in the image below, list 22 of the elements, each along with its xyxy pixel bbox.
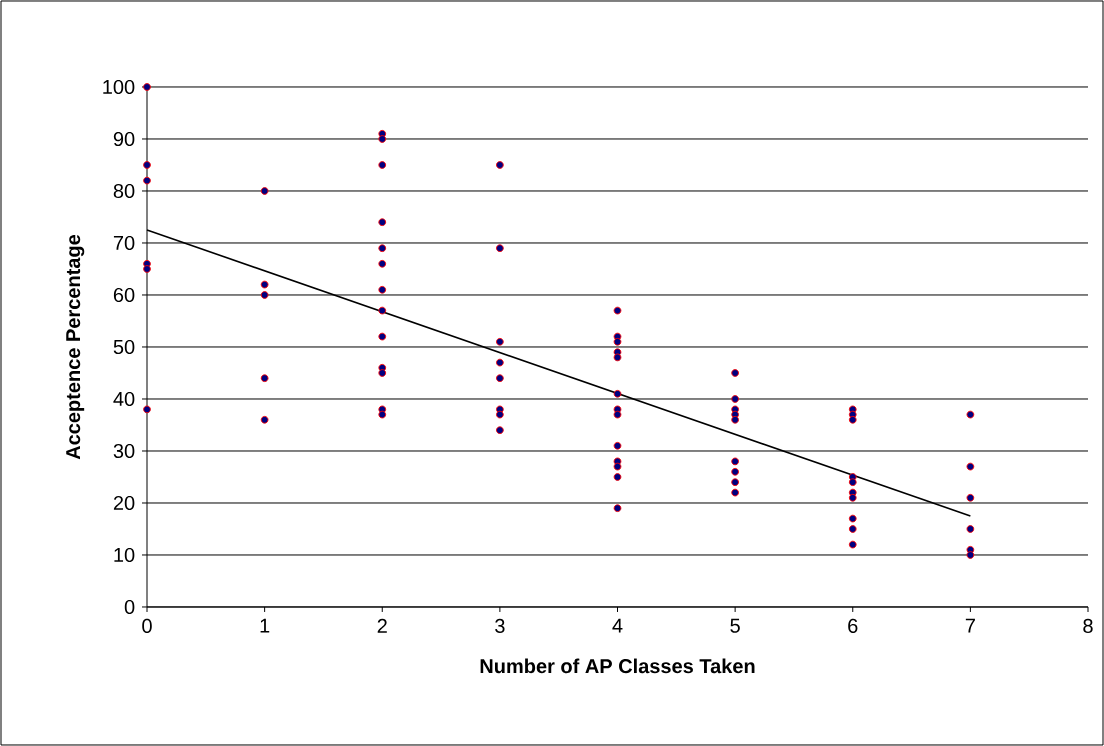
y-tick-label: 80 [113,183,135,199]
y-tick-label: 10 [114,547,135,563]
y-tick-label: 60 [113,287,135,303]
x-tick-label: 2 [377,618,387,633]
y-tick-label: 90 [113,131,135,147]
x-axis-title: Number of AP Classes Taken [480,658,755,674]
x-tick-label: 0 [142,618,152,634]
y-tick-label: 50 [113,339,135,355]
x-tick-label: 3 [495,618,505,634]
y-tick-label: 20 [113,495,135,511]
x-tick-label: 8 [1083,618,1093,634]
y-tick-label: 0 [124,599,135,615]
x-tick-label: 7 [965,618,975,633]
y-axis-title: Acceptence Percentage [66,234,85,460]
y-tick-label: 40 [113,391,135,407]
x-tick-label: 1 [260,618,270,633]
x-tick-label: 4 [612,618,623,633]
x-tick-label: 6 [848,618,858,634]
x-tick-label: 5 [730,618,740,633]
y-tick-label: 100 [103,79,135,95]
y-tick-label: 70 [113,235,135,251]
y-tick-label: 30 [113,443,135,459]
